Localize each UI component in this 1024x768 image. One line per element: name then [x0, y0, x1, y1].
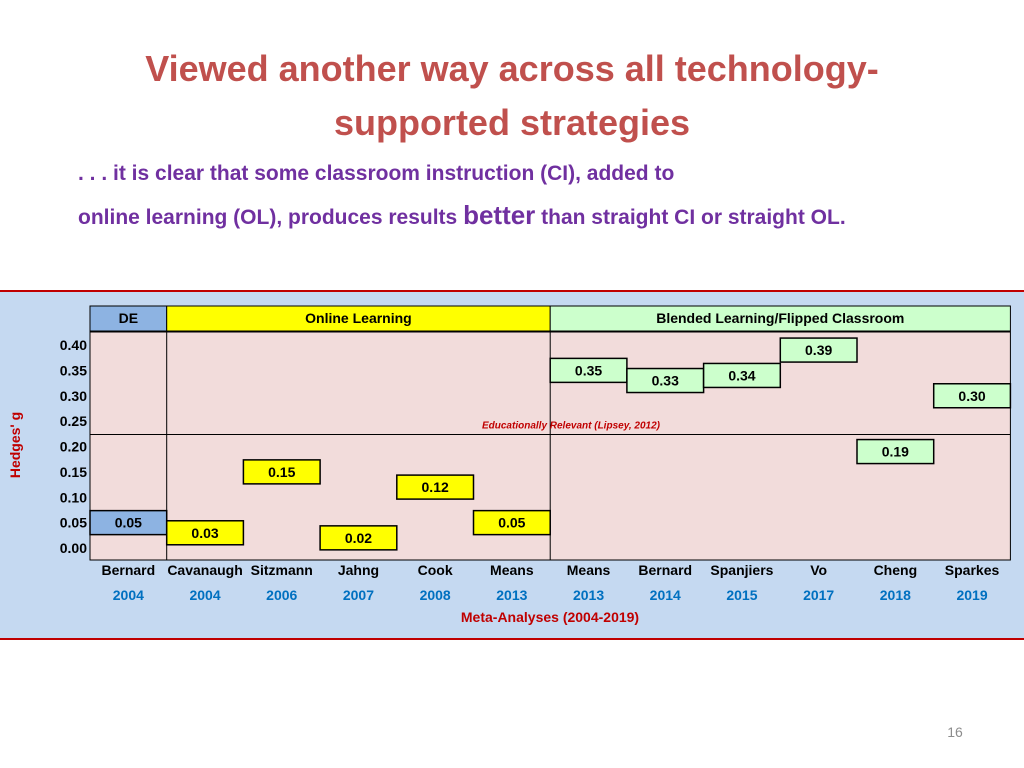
subtitle-line-2-part-c: than straight CI or straight OL.: [535, 206, 846, 229]
year-label: 2018: [880, 587, 911, 603]
group-header-2: [549, 305, 1011, 332]
subtitle-emphasis-better: better: [463, 200, 536, 230]
author-label: Sitzmann: [251, 562, 313, 578]
value-label: 0.02: [345, 530, 372, 546]
threshold-annotation: Educationally Relevant (Lipsey, 2012): [482, 421, 661, 432]
group-header-label: Blended Learning/Flipped Classroom: [656, 310, 904, 326]
author-label: Means: [567, 562, 611, 578]
author-label: Spanjiers: [710, 562, 773, 578]
page-number: 16: [947, 724, 963, 740]
y-axis-label: Hedges' g: [7, 412, 23, 478]
value-label: 0.15: [268, 464, 295, 480]
value-box: [242, 459, 321, 485]
value-box: [165, 520, 245, 546]
value-box: [319, 525, 398, 551]
value-label: 0.30: [958, 388, 985, 404]
author-label: Cook: [418, 562, 453, 578]
value-box: [472, 509, 551, 536]
value-box: [856, 438, 935, 465]
value-box: [626, 367, 705, 394]
value-box: [549, 357, 628, 384]
meta-analyses-chart: DE Online Learning Blended Learning/Flippe…: [7, 305, 1012, 625]
y-tick-label: 0.05: [60, 515, 87, 531]
year-label: 2004: [189, 587, 220, 603]
author-label: Cheng: [874, 562, 918, 578]
value-label: 0.35: [575, 362, 602, 378]
slide-title-line-1: Viewed another way across all technology…: [145, 48, 879, 89]
year-label: 2006: [266, 587, 297, 603]
value-label: 0.34: [728, 367, 755, 383]
author-label: Bernard: [102, 562, 156, 578]
year-label: 2013: [573, 587, 604, 603]
y-tick-label: 0.25: [60, 413, 87, 429]
group-header-label: Online Learning: [305, 310, 412, 326]
value-box: [779, 337, 858, 363]
subtitle-line-2-part-a: online learning (OL), produces results: [78, 206, 464, 229]
author-label: Bernard: [638, 562, 692, 578]
value-label: 0.19: [882, 444, 909, 460]
value-box: [932, 383, 1012, 409]
value-box: [702, 362, 782, 389]
year-label: 2017: [803, 587, 834, 603]
slide-title: Viewed another way across all technology…: [60, 42, 964, 150]
year-label: 2019: [956, 587, 987, 603]
y-tick-label: 0.40: [60, 337, 87, 353]
group-header-label: DE: [119, 310, 138, 326]
value-box: [396, 474, 475, 500]
slide-title-line-2: supported strategies: [333, 102, 691, 143]
subtitle-line-1: . . . it is clear that some classroom in…: [78, 162, 675, 185]
author-label: Cavanaugh: [167, 562, 242, 578]
author-label: Sparkes: [945, 562, 1000, 578]
group-header-0: [89, 305, 168, 332]
author-label: Means: [490, 562, 534, 578]
x-axis-label: Meta-Analyses (2004-2019): [461, 609, 639, 625]
value-label: 0.39: [805, 342, 832, 358]
year-label: 2007: [343, 587, 374, 603]
year-label: 2014: [650, 587, 681, 603]
value-label: 0.03: [191, 525, 218, 541]
y-tick-label: 0.30: [60, 388, 87, 404]
value-label: 0.05: [115, 515, 142, 531]
year-label: 2008: [420, 587, 451, 603]
year-label: 2004: [113, 587, 144, 603]
group-header-1: [166, 305, 551, 332]
y-tick-label: 0.10: [60, 489, 87, 505]
author-label: Jahng: [338, 562, 379, 578]
value-label: 0.12: [422, 479, 449, 495]
value-label: 0.33: [652, 373, 679, 389]
chart-band: DE Online Learning Blended Learning/Flippe…: [0, 290, 1024, 640]
y-tick-label: 0.20: [60, 439, 87, 455]
y-tick-label: 0.00: [60, 540, 87, 556]
value-box: [89, 509, 168, 536]
author-label: Vo: [810, 562, 827, 578]
y-tick-label: 0.15: [60, 464, 87, 480]
value-label: 0.05: [498, 515, 525, 531]
year-label: 2013: [496, 587, 527, 603]
subtitle-line-2: online learning (OL), produces results b…: [78, 200, 846, 231]
y-tick-label: 0.35: [60, 362, 87, 378]
year-label: 2015: [726, 587, 757, 603]
